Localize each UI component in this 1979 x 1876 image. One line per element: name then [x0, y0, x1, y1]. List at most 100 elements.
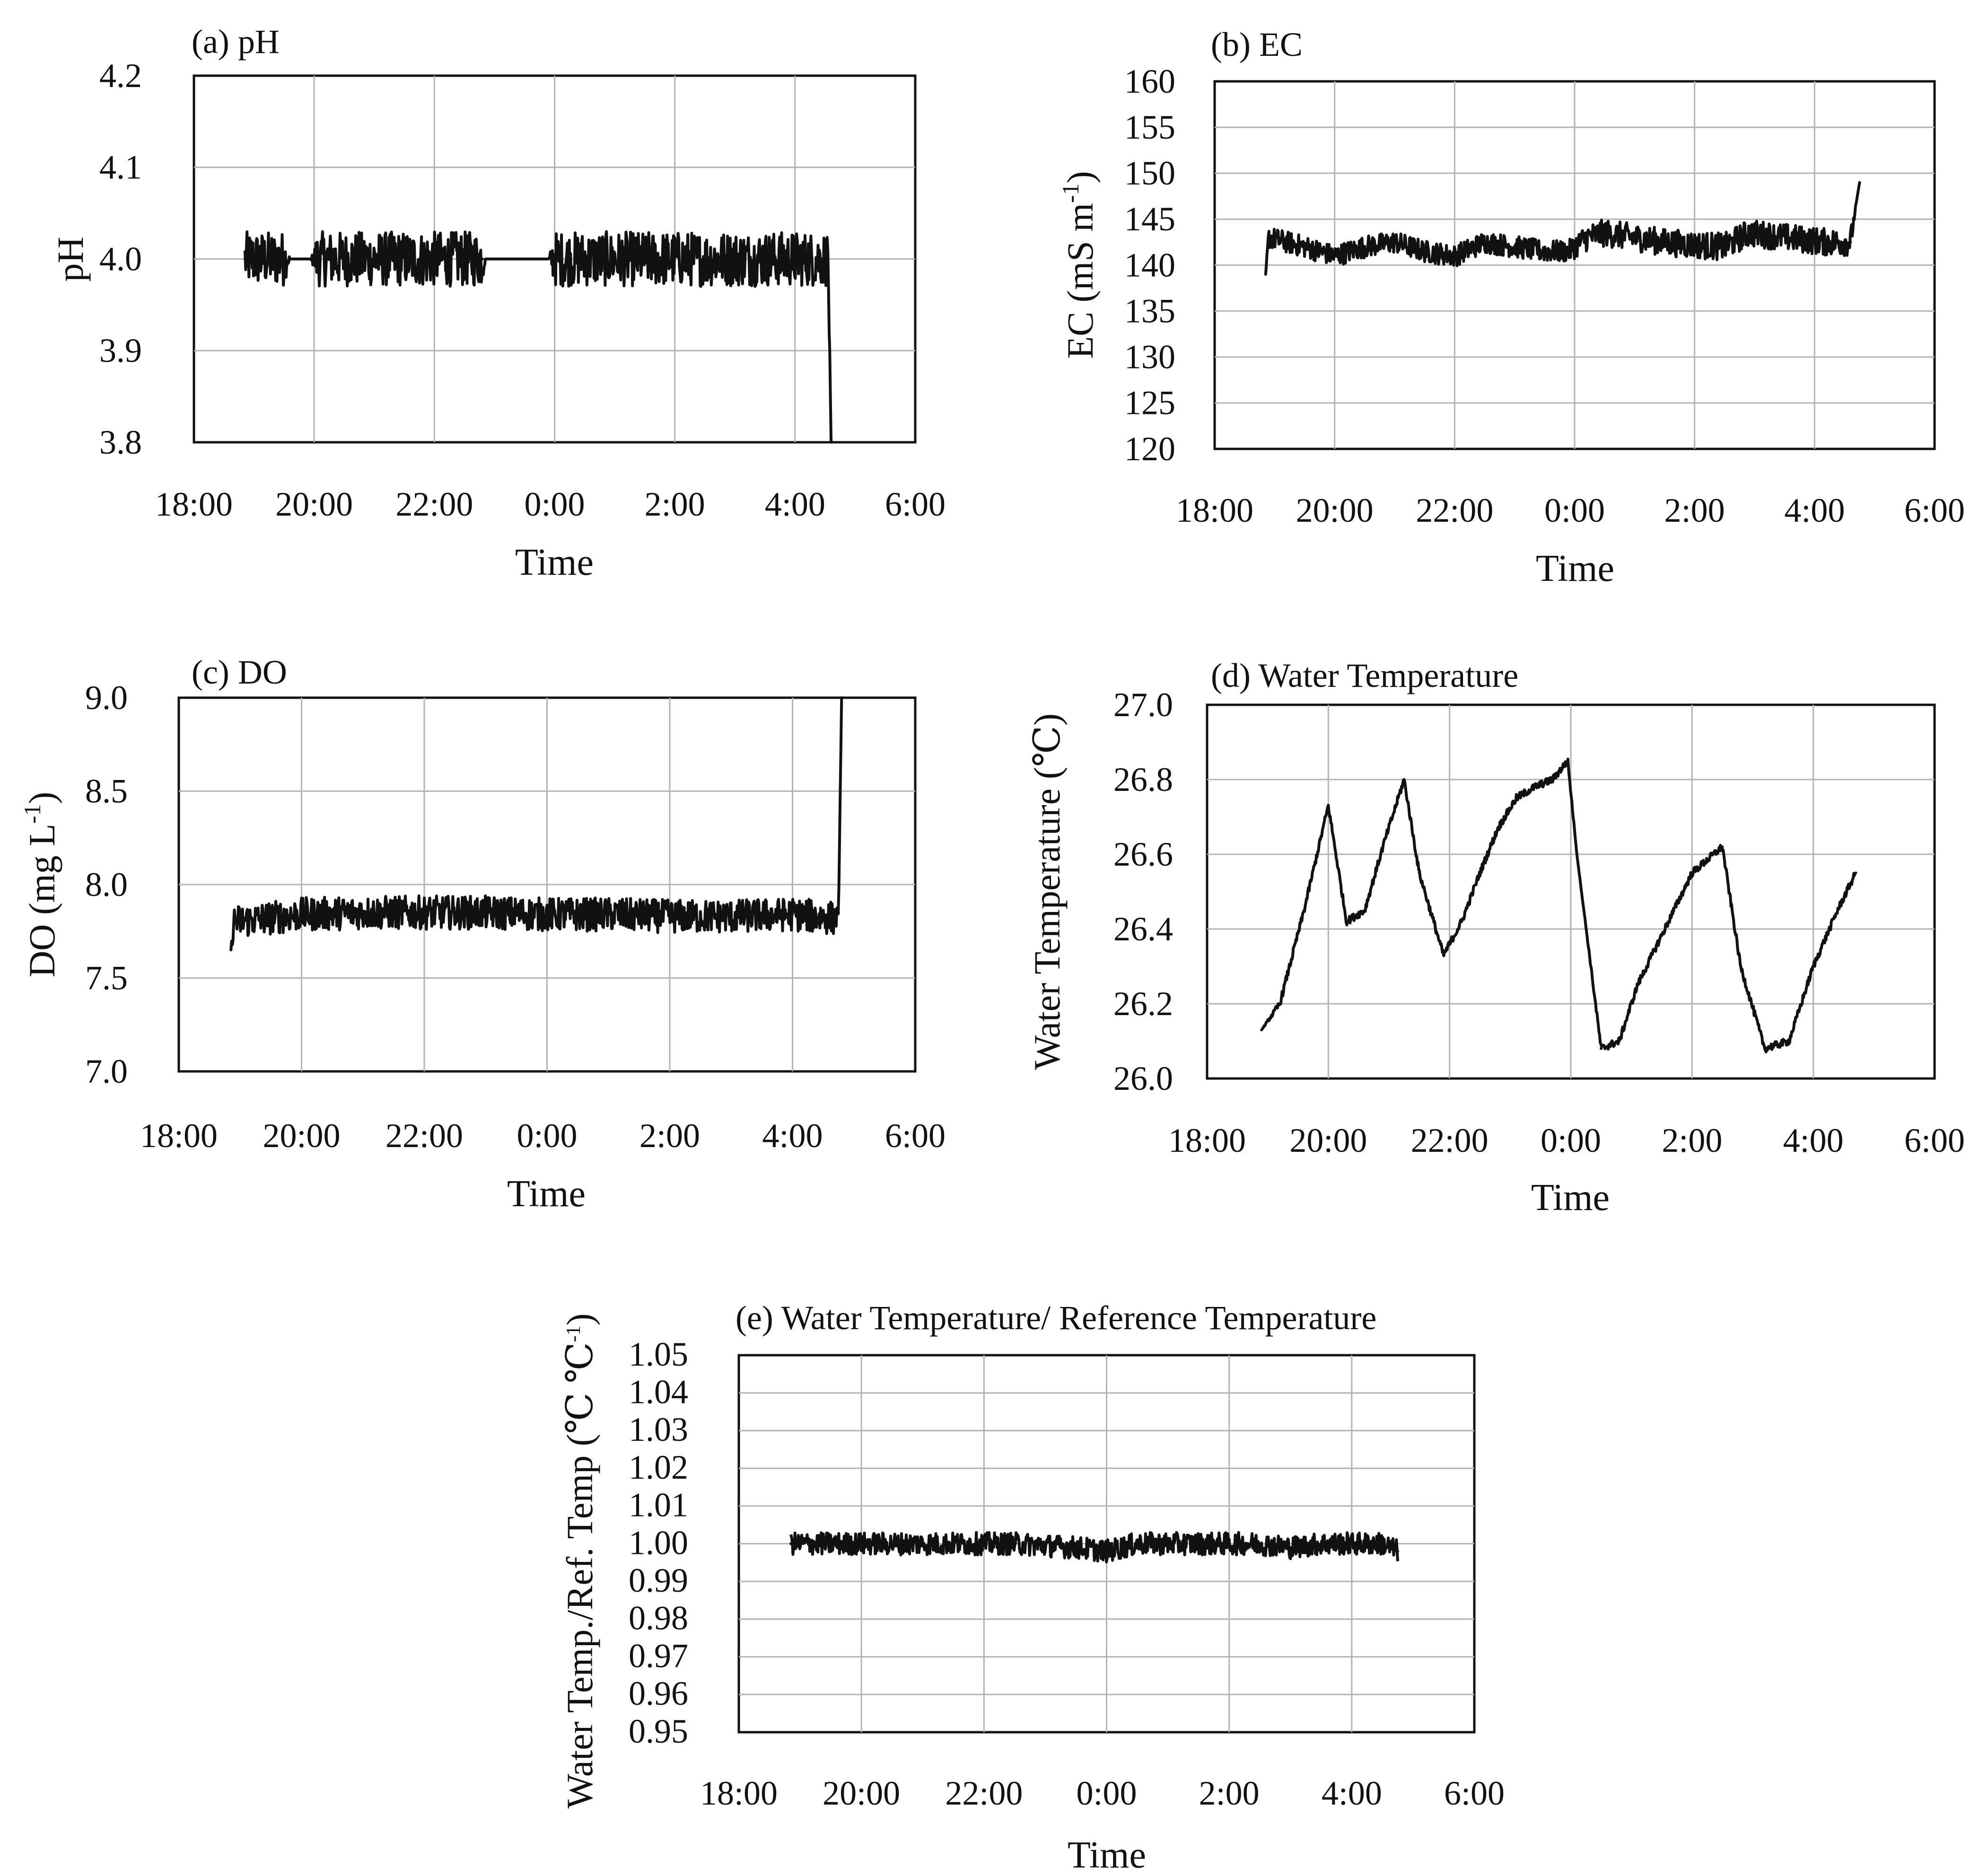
x-tick-label: 20:00: [1296, 491, 1374, 529]
data-point: [1278, 1002, 1281, 1005]
y-tick-label: 150: [1124, 154, 1175, 192]
data-point: [1543, 250, 1546, 253]
data-point: [952, 1542, 955, 1545]
y-tick-label: 26.2: [1113, 985, 1173, 1023]
data-point: [1363, 909, 1366, 912]
data-point: [1396, 1550, 1399, 1553]
panel-title: (d) Water Temperature: [1211, 657, 1518, 694]
x-tick-labels: 18:00 20:00 22:00 0:00 2:00 4:00 6:00: [1176, 491, 1965, 529]
data-point: [1483, 240, 1486, 244]
series-line: [229, 697, 843, 950]
data-point: [484, 257, 487, 261]
data-point: [547, 257, 550, 261]
x-tick-label: 0:00: [1541, 1122, 1601, 1159]
y-tick-label: 1.02: [629, 1448, 688, 1486]
data-point: [607, 913, 610, 916]
y-tick-labels: 0.950.960.970.980.991.001.011.021.031.04…: [629, 1335, 688, 1750]
data-point: [830, 441, 833, 444]
y-tick-label: 0.97: [629, 1637, 688, 1674]
data-point: [1663, 240, 1666, 244]
data-point: [1858, 181, 1861, 184]
x-tick-labels: 18:00 20:00 22:00 0:00 2:00 4:00 6:00: [155, 485, 946, 523]
y-tick-label: 1.00: [629, 1524, 688, 1561]
x-tick-label: 22:00: [395, 485, 473, 523]
data-point: [1672, 909, 1675, 912]
data-point: [1393, 240, 1396, 244]
y-tick-label: 160: [1124, 62, 1175, 100]
panel-d-water-temperature: (d) Water Temperature 26.026.226.426.626…: [1026, 657, 1965, 1219]
data-point: [1771, 234, 1774, 237]
data-point: [1618, 1040, 1621, 1043]
x-axis-label: Time: [515, 542, 594, 583]
y-tick-label: 1.05: [629, 1335, 688, 1373]
data-point: [1320, 1542, 1322, 1545]
x-tick-label: 6:00: [1904, 1122, 1965, 1159]
panel-a-ph: (a) pH 3.8 3.9 4.0 4.1 4.2 18:00 20:00 22:00 0:…: [50, 23, 946, 583]
data-point: [829, 1542, 832, 1545]
data-point: [799, 257, 803, 261]
y-tick-label: 9.0: [85, 679, 128, 717]
x-tick-label: 22:00: [945, 1774, 1023, 1812]
y-tick-labels: 7.0 7.5 8.0 8.5 9.0: [85, 679, 128, 1090]
y-tick-label: 7.5: [85, 959, 128, 997]
data-point: [1197, 1542, 1200, 1545]
y-axis-label: Water Temp./Ref. Temp (℃ ℃-1): [559, 1313, 600, 1808]
data-point: [1267, 236, 1270, 239]
data-point: [1633, 236, 1636, 239]
series-trace: [244, 230, 833, 444]
gridlines: [1215, 81, 1935, 449]
data-point: [1136, 1542, 1139, 1545]
y-tick-label: 120: [1124, 430, 1175, 468]
data-point: [1585, 236, 1588, 239]
data-point: [1105, 1550, 1108, 1553]
x-tick-labels: 18:00 20:00 22:00 0:00 2:00 4:00 6:00: [140, 1117, 946, 1155]
y-tick-label: 145: [1124, 200, 1175, 238]
x-tick-label: 2:00: [639, 1117, 700, 1155]
data-point: [1074, 1546, 1077, 1549]
data-point: [391, 257, 394, 261]
data-point: [1739, 965, 1742, 968]
x-tick-labels: 18:00 20:00 22:00 0:00 2:00 4:00 6:00: [1168, 1122, 1965, 1159]
data-point: [1566, 759, 1569, 763]
data-point: [1497, 826, 1500, 830]
y-tick-label: 125: [1124, 384, 1175, 422]
data-point: [691, 257, 694, 261]
x-tick-label: 4:00: [762, 1117, 823, 1155]
data-point: [1567, 250, 1570, 253]
data-point: [840, 696, 843, 699]
data-point: [545, 913, 549, 916]
y-tick-label: 26.0: [1113, 1060, 1173, 1097]
x-tick-label: 20:00: [275, 485, 353, 523]
data-point: [1836, 909, 1839, 912]
y-tick-label: 0.98: [629, 1599, 688, 1637]
data-point: [229, 948, 233, 952]
data-point: [1600, 1047, 1603, 1050]
data-point: [826, 257, 830, 261]
y-tick-label: 8.5: [85, 772, 128, 810]
data-point: [1258, 1542, 1261, 1545]
y-tick-label: 0.96: [629, 1674, 688, 1712]
data-point: [423, 911, 426, 914]
data-point: [834, 917, 837, 920]
series-trace: [789, 1531, 1399, 1564]
x-tick-label: 2:00: [1662, 1122, 1722, 1159]
data-point: [1381, 845, 1384, 849]
panel-title: (e) Water Temperature/ Reference Tempera…: [736, 1299, 1376, 1337]
data-point: [1825, 240, 1828, 244]
data-point: [1787, 1040, 1791, 1043]
y-tick-label: 140: [1124, 246, 1175, 284]
x-tick-label: 20:00: [1289, 1122, 1367, 1159]
x-axis-label: Time: [507, 1173, 586, 1215]
panel-b-ec: (b) EC 120 125 130 135 140 145 150 155 160 18:00…: [1057, 26, 1965, 589]
series-trace: [229, 696, 843, 952]
x-tick-label: 18:00: [155, 485, 233, 523]
y-axis-label: pH: [50, 237, 91, 281]
data-point: [1654, 946, 1657, 949]
x-tick-label: 6:00: [1904, 491, 1965, 529]
series-line: [1260, 757, 1857, 1053]
x-tick-label: 22:00: [1416, 491, 1493, 529]
y-tick-label: 3.9: [99, 332, 142, 369]
data-point: [1575, 853, 1578, 856]
data-point: [837, 911, 840, 914]
